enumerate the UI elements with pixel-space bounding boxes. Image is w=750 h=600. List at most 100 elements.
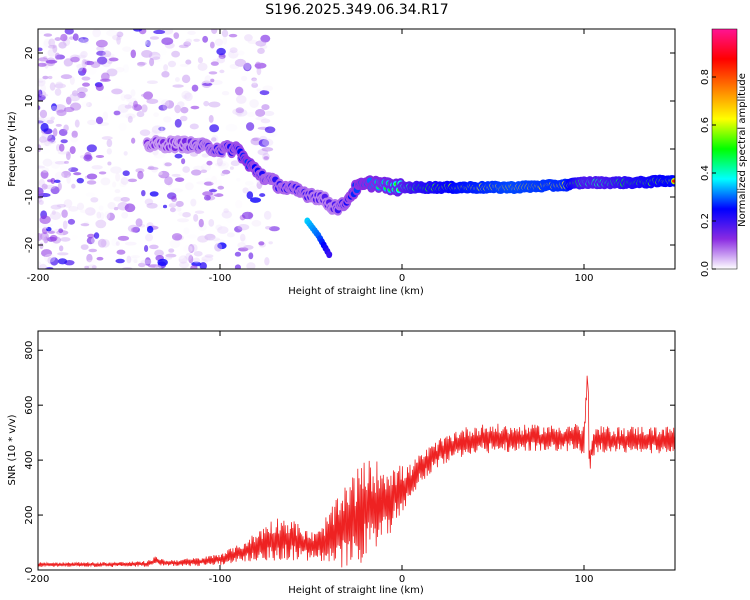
noise-cell (246, 191, 254, 200)
noise-cell (173, 32, 180, 40)
noise-cell (58, 228, 64, 234)
noise-cell (210, 237, 221, 242)
noise-cell (79, 209, 92, 214)
noise-cell (123, 151, 128, 156)
noise-cell (211, 137, 217, 142)
noise-cell (48, 38, 56, 47)
noise-cell (112, 181, 117, 188)
noise-cell (55, 203, 65, 209)
noise-cell (180, 115, 188, 122)
noise-cell (38, 105, 41, 111)
noise-cell (84, 265, 90, 269)
noise-cell (149, 191, 159, 197)
noise-cell (190, 169, 202, 176)
noise-cell (258, 139, 270, 147)
noise-cell (41, 183, 48, 190)
noise-cell (146, 225, 154, 234)
noise-cell (237, 50, 245, 56)
noise-cell (177, 218, 190, 223)
noise-cell (248, 185, 258, 194)
noise-cell (153, 152, 165, 159)
noise-cell (197, 62, 208, 71)
noise-cell (158, 104, 168, 111)
noise-cell (239, 233, 246, 242)
noise-cell (141, 49, 153, 58)
noise-cell (126, 97, 137, 103)
noise-cell (95, 219, 107, 229)
noise-cell (127, 178, 138, 183)
snr-panel: -200 -100 0 100 0 200 400 600 800 Height of str… (7, 330, 676, 596)
noise-cell (77, 91, 86, 99)
noise-cell (264, 126, 276, 134)
noise-cell (96, 256, 104, 261)
y-tick-label: 600 (24, 396, 35, 415)
noise-cell (139, 39, 148, 45)
noise-cell (251, 78, 258, 85)
noise-cell (147, 165, 155, 170)
noise-cell (81, 76, 91, 81)
noise-cell (41, 249, 53, 258)
colorbar-tick-label: 0.2 (700, 213, 711, 229)
noise-cell (38, 144, 42, 153)
noise-cell (121, 211, 129, 219)
noise-cell (79, 51, 87, 59)
noise-cell (133, 29, 143, 32)
noise-cell (235, 199, 243, 209)
noise-cell (54, 160, 67, 165)
colorbar-ticks: 0.0 0.2 0.4 0.6 0.8 (700, 69, 716, 277)
noise-cell (235, 86, 244, 96)
noise-cell (219, 69, 225, 74)
noise-cell (192, 257, 201, 264)
noise-cell (204, 254, 214, 258)
noise-cell (100, 72, 110, 81)
snr-series-line (38, 375, 675, 568)
noise-cell (65, 151, 71, 156)
noise-cell (243, 245, 254, 250)
noise-cell (234, 58, 247, 67)
x-tick-label: 100 (574, 273, 593, 284)
noise-cell (251, 77, 257, 82)
noise-cell (106, 148, 112, 155)
noise-cell (190, 198, 197, 207)
noise-cell (208, 101, 221, 108)
noise-cell (206, 160, 213, 166)
noise-cell (38, 57, 48, 62)
noise-cell (268, 241, 273, 245)
noise-cell (86, 180, 97, 185)
noise-cell (66, 175, 71, 184)
noise-cell (232, 108, 244, 116)
noise-cell (120, 93, 127, 101)
noise-cell (121, 216, 127, 221)
noise-cell (207, 174, 218, 180)
noise-cell (46, 141, 52, 147)
noise-cell (111, 88, 123, 95)
noise-cell (38, 30, 46, 35)
noise-cell (217, 242, 227, 250)
noise-cell (249, 99, 259, 108)
noise-cell (72, 33, 79, 41)
noise-cell (40, 141, 52, 147)
noise-cell (168, 203, 177, 208)
noise-cell (137, 170, 144, 180)
noise-cell (114, 189, 121, 194)
y-tick-label: 0 (24, 567, 35, 573)
noise-cell (210, 78, 215, 83)
noise-cell (41, 132, 53, 140)
noise-cell (69, 93, 81, 102)
noise-cell (57, 258, 68, 265)
noise-cell (39, 136, 47, 144)
noise-cell (179, 261, 190, 269)
noise-cell (91, 265, 97, 269)
noise-cell (136, 111, 145, 118)
noise-cell (179, 63, 189, 67)
noise-cell (171, 195, 177, 203)
noise-cell (133, 104, 143, 111)
noise-cell (217, 161, 229, 170)
noise-cell (51, 240, 57, 249)
noise-cell (117, 235, 130, 241)
noise-cell (151, 125, 164, 134)
noise-cell (178, 211, 184, 216)
noise-cell (182, 94, 187, 99)
